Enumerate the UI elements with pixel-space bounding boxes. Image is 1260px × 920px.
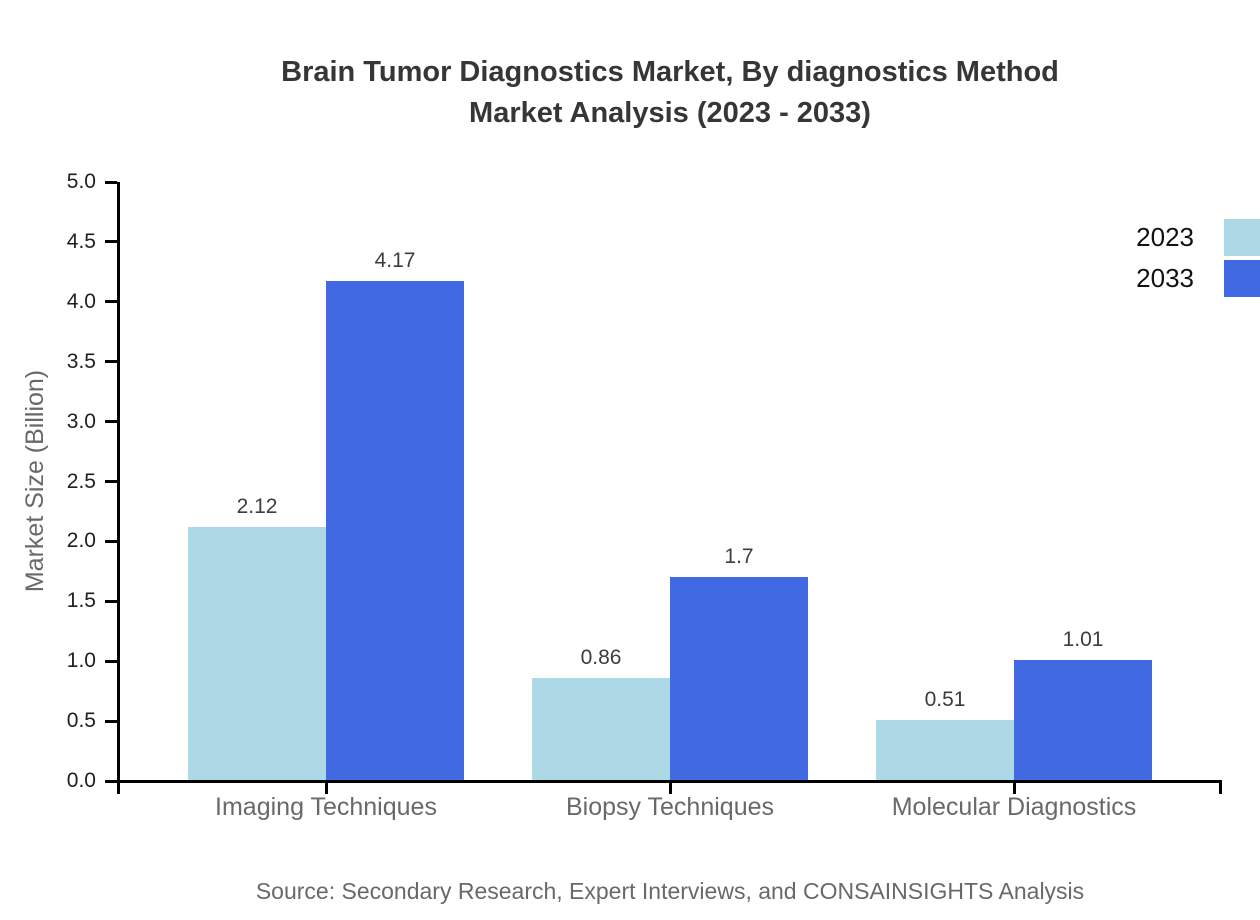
x-tick-2	[1012, 781, 1016, 794]
bar-value-label-2023-1: 0.86	[580, 645, 622, 669]
y-tick-label-1.0: 1.0	[66, 649, 96, 673]
y-axis-line	[117, 182, 120, 794]
legend-swatch-2033	[1224, 260, 1260, 297]
x-axis-line	[106, 779, 1222, 783]
y-tick-label-4.5: 4.5	[66, 229, 96, 253]
y-tick-label-4.0: 4.0	[66, 289, 96, 313]
bar-2023-1	[532, 677, 670, 781]
x-category-label-2: Molecular Diagnostics	[891, 793, 1137, 821]
bar-value-label-2023-2: 0.51	[924, 687, 966, 711]
y-tick-label-2.0: 2.0	[66, 529, 96, 553]
y-tick-0.5	[105, 719, 117, 723]
x-category-label-0: Imaging Techniques	[215, 793, 437, 821]
x-tick-0	[324, 781, 328, 794]
source-note: Source: Secondary Research, Expert Inter…	[255, 878, 1085, 904]
y-tick-4.0	[105, 300, 117, 304]
bar-value-label-2033-1: 1.7	[724, 545, 754, 569]
y-tick-2.0	[105, 539, 117, 543]
bar-value-label-2033-0: 4.17	[374, 249, 416, 273]
bar-2033-1	[670, 577, 808, 781]
y-tick-label-3.0: 3.0	[66, 409, 96, 433]
y-tick-3.5	[105, 360, 117, 364]
chart-title-line-2: Market Analysis (2023 - 2033)	[469, 97, 871, 129]
bar-value-label-2023-0: 2.12	[236, 495, 278, 519]
bar-2033-2	[1014, 660, 1152, 781]
y-tick-5.0	[105, 180, 117, 184]
y-tick-1.5	[105, 599, 117, 603]
y-tick-label-5.0: 5.0	[66, 170, 96, 193]
y-tick-0.0	[105, 779, 117, 783]
bar-2023-2	[876, 719, 1014, 781]
x-category-label-1: Biopsy Techniques	[565, 793, 775, 821]
y-tick-3.0	[105, 420, 117, 424]
legend-label-2023: 2023	[1136, 222, 1194, 252]
chart-title-line-1: Brain Tumor Diagnostics Market, By diagn…	[281, 56, 1059, 88]
y-tick-label-0.0: 0.0	[66, 769, 96, 792]
y-tick-label-2.5: 2.5	[66, 469, 96, 493]
bar-2023-0	[188, 527, 326, 781]
bar-2033-0	[326, 281, 464, 781]
x-tick-1	[668, 781, 672, 794]
legend-label-2033: 2033	[1136, 263, 1194, 293]
y-tick-label-0.5: 0.5	[66, 709, 96, 733]
chart-title: Brain Tumor Diagnostics Market, By diagn…	[120, 52, 1220, 134]
y-tick-label-1.5: 1.5	[66, 589, 96, 613]
x-axis-end-tick	[1219, 781, 1222, 794]
legend-swatch-2023	[1224, 219, 1260, 256]
y-tick-4.5	[105, 240, 117, 244]
y-tick-2.5	[105, 480, 117, 483]
y-tick-1.0	[105, 659, 117, 663]
bar-value-label-2033-2: 1.01	[1062, 628, 1104, 651]
y-tick-label-3.5: 3.5	[66, 349, 96, 373]
